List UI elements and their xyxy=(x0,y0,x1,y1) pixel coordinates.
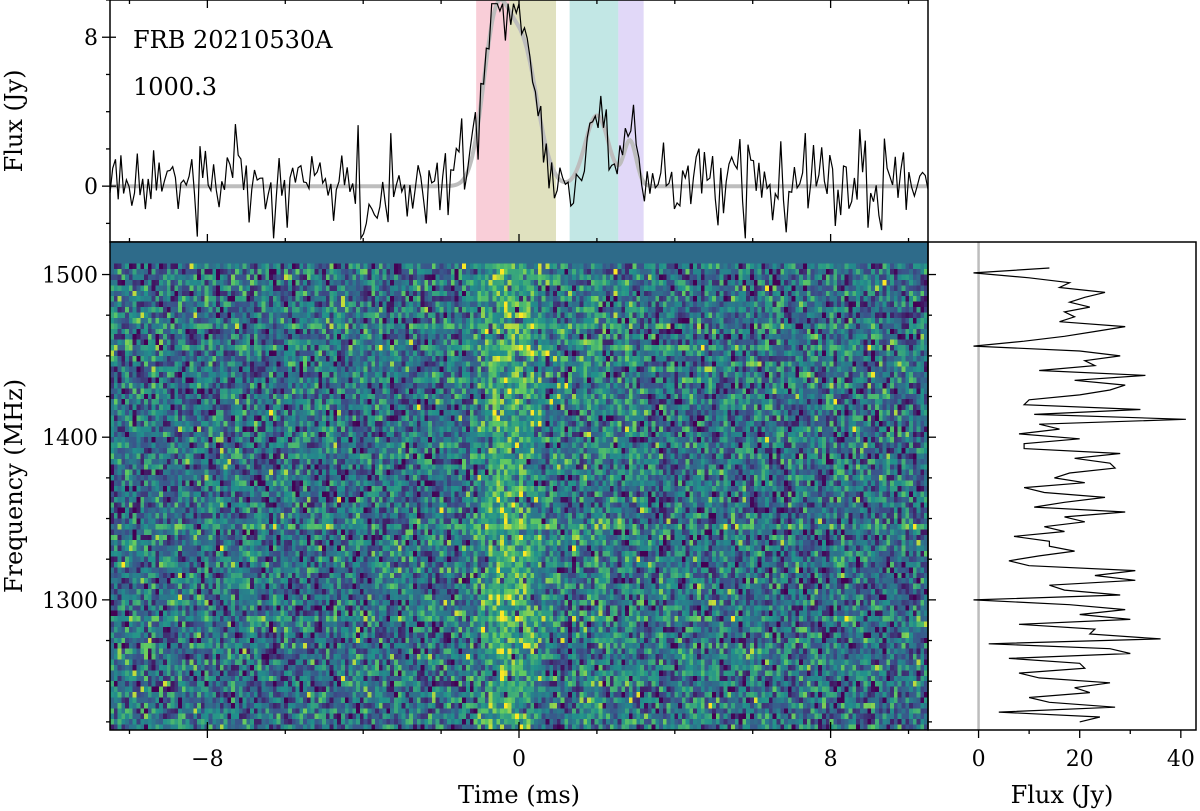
y-tick-label-8: 8 xyxy=(84,26,98,51)
model-curve xyxy=(110,0,928,189)
spectrum-ticks: 0 20 40 xyxy=(972,730,1195,772)
dynamic-spectrum-ticks: −8 0 8 1300 1400 1500 xyxy=(42,264,936,772)
burst-name-annotation: FRB 20210530A xyxy=(133,26,333,54)
dynamic-spectrum-heatmap xyxy=(110,242,928,730)
flux-x-axis-title: Flux (Jy) xyxy=(1011,781,1114,809)
freq-tick-label-1500: 1500 xyxy=(42,264,98,289)
highlight-bands xyxy=(476,0,644,242)
highlight-band-2 xyxy=(509,0,557,242)
spectrum-frame xyxy=(927,241,1197,731)
freq-tick-label-1300: 1300 xyxy=(42,589,98,614)
flux-tick-label-40: 40 xyxy=(1167,747,1195,772)
x-tick-label-8: 8 xyxy=(824,747,838,772)
frequency-y-axis-title: Frequency (MHz) xyxy=(0,379,28,593)
freq-tick-label-1400: 1400 xyxy=(42,426,98,451)
dynamic-spectrum-panel: −8 0 8 1300 1400 1500 Time (ms) Frequency (MH… xyxy=(0,241,936,809)
highlight-band-1 xyxy=(476,0,510,242)
x-tick-label-0: 0 xyxy=(512,747,526,772)
flux-tick-label-20: 20 xyxy=(1066,747,1094,772)
flux-tick-label-0: 0 xyxy=(972,747,986,772)
y-tick-label-0: 0 xyxy=(84,175,98,200)
time-series-panel: 0 8 FRB 20210530A 1000.3 Flux (Jy) xyxy=(0,0,929,243)
x-tick-label--8: −8 xyxy=(191,747,223,772)
flux-y-axis-title: Flux (Jy) xyxy=(0,70,28,173)
highlight-band-4 xyxy=(618,0,644,242)
spectrum-line xyxy=(973,267,1186,723)
dm-annotation: 1000.3 xyxy=(133,73,217,101)
spectrum-panel: 0 20 40 Flux (Jy) xyxy=(927,241,1197,809)
time-x-axis-title: Time (ms) xyxy=(458,781,580,809)
